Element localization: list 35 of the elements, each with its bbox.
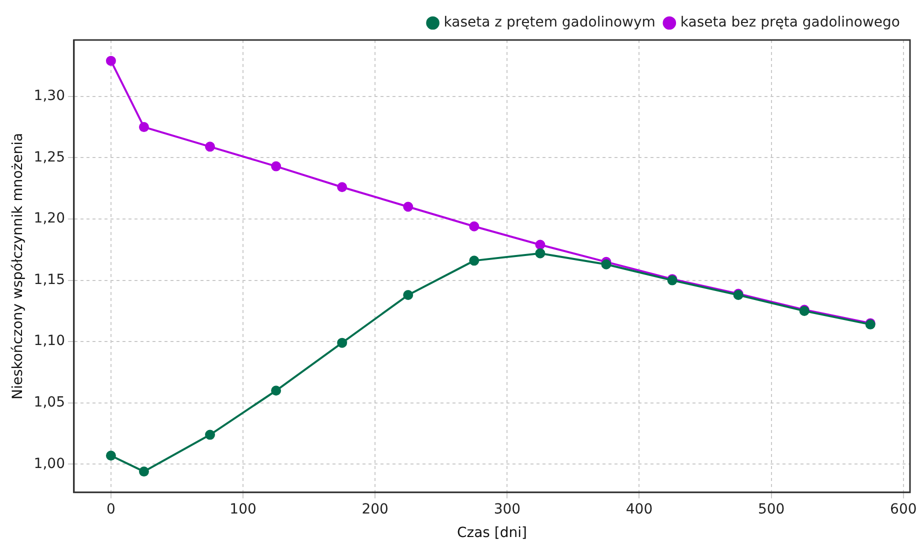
x-tick-label: 500 — [758, 501, 785, 518]
point — [469, 256, 480, 266]
x-tick-label: 100 — [230, 501, 256, 518]
point — [535, 240, 546, 250]
x-tick-label: 600 — [890, 501, 917, 518]
y-tick-label: 1,30 — [34, 88, 65, 104]
point — [271, 386, 282, 396]
point — [106, 450, 116, 461]
point — [403, 290, 414, 300]
point — [138, 122, 149, 132]
point — [106, 56, 116, 66]
x-tick-label: 300 — [494, 501, 521, 518]
y-axis-title: Nieskończony współczynnik mnożenia — [10, 132, 26, 400]
y-tick-label: 1,10 — [34, 333, 65, 350]
point — [535, 248, 546, 258]
point — [337, 182, 348, 192]
y-tick-label: 1,05 — [34, 394, 65, 411]
point — [469, 221, 480, 232]
x-axis-title: Czas [dni] — [456, 525, 527, 542]
point — [337, 338, 348, 348]
x-tick-label: 400 — [626, 501, 653, 518]
point — [138, 466, 149, 477]
y-tick-label: 1,00 — [34, 456, 65, 472]
legend-label: kaseta bez pręta gadolinowego — [680, 14, 900, 31]
point — [205, 430, 216, 440]
point — [205, 142, 216, 152]
y-tick-label: 1,15 — [34, 272, 65, 288]
point — [271, 161, 282, 172]
x-tick-label: 0 — [106, 501, 116, 518]
point — [601, 259, 612, 270]
legend-label: kaseta z prętem gadolinowym — [444, 14, 656, 31]
point — [403, 202, 414, 212]
y-tick-label: 1,20 — [34, 210, 65, 227]
y-tick-label: 1,25 — [34, 149, 65, 166]
x-tick-label: 200 — [362, 501, 388, 518]
